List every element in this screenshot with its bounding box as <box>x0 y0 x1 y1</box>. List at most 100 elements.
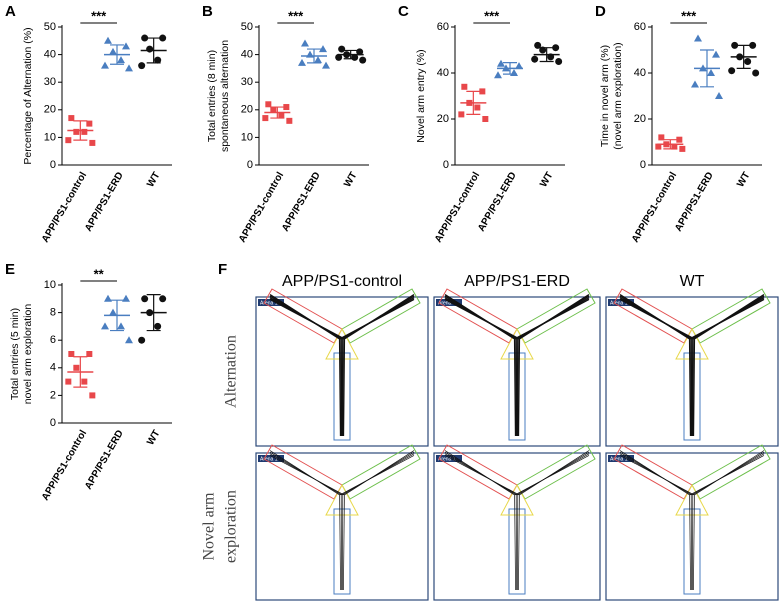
y-axis-label: Percentage of Alternation (%) <box>22 27 34 164</box>
arm-bottom <box>508 508 526 595</box>
data-point <box>68 351 75 357</box>
y-tick-label: 60 <box>634 21 646 33</box>
y-tick-label: 20 <box>437 113 449 125</box>
data-point <box>109 47 117 55</box>
data-point <box>658 134 665 141</box>
significance-label: *** <box>484 8 500 23</box>
row-label: Alternation <box>223 335 240 408</box>
data-point <box>141 295 149 303</box>
arena-tag-text: Arena 1 <box>610 300 628 306</box>
data-point <box>286 117 293 124</box>
data-point <box>159 295 167 303</box>
data-point <box>283 104 290 111</box>
y-axis-label: spontaneous alternation <box>219 40 231 152</box>
track <box>444 451 590 591</box>
data-point <box>262 115 269 122</box>
error-bar <box>466 90 481 115</box>
track <box>444 294 590 437</box>
track <box>619 451 765 591</box>
y-tick-label: 6 <box>50 334 56 346</box>
x-tick-label: APP/PS1-ERD <box>83 170 126 233</box>
arm-bottom <box>333 352 351 441</box>
data-point <box>338 45 346 53</box>
data-point <box>531 55 539 63</box>
track <box>619 294 765 437</box>
track <box>269 451 415 591</box>
error-bar <box>73 356 88 388</box>
x-tick-label: WT <box>145 428 162 447</box>
data-point <box>101 61 109 69</box>
track <box>269 451 415 591</box>
data-point <box>73 364 80 371</box>
arena-tag-text: Arena 1 <box>260 456 278 462</box>
y-tick-label: 2 <box>50 389 56 401</box>
panel-label: B <box>202 3 213 20</box>
x-tick-label: APP/PS1-control <box>433 170 482 245</box>
center-zone <box>675 327 709 360</box>
data-point <box>359 56 367 64</box>
y-axis-label: Total entries (5 min) <box>9 308 21 400</box>
data-point <box>555 58 563 65</box>
error-bar <box>503 62 517 75</box>
arena-tag <box>608 455 634 462</box>
error-bar <box>73 120 88 141</box>
y-tick-label: 60 <box>437 21 449 33</box>
error-bar <box>110 44 124 65</box>
data-point <box>691 80 699 88</box>
y-tick-label: 40 <box>44 49 56 61</box>
track <box>444 450 590 591</box>
x-tick-label: APP/PS1-ERD <box>673 170 716 233</box>
y-tick-label: 0 <box>50 159 56 171</box>
arena-tag-text: Arena 1 <box>438 456 456 462</box>
y-tick-label: 10 <box>241 131 253 143</box>
arm-bottom <box>683 508 701 595</box>
track <box>269 294 415 437</box>
column-header: WT <box>680 273 705 290</box>
error-bar <box>700 49 714 88</box>
track <box>269 450 415 591</box>
error-bar <box>146 37 161 64</box>
data-point <box>534 41 542 49</box>
data-point <box>552 44 560 52</box>
data-point <box>68 115 75 122</box>
y-tick-label: 0 <box>640 159 646 171</box>
data-point <box>122 42 130 50</box>
x-tick-label: WT <box>342 170 359 189</box>
x-tick-label: WT <box>735 170 752 189</box>
center-zone <box>675 483 709 516</box>
data-point <box>482 116 489 122</box>
data-point <box>335 53 343 61</box>
data-point <box>298 58 306 66</box>
y-tick-label: 0 <box>247 159 253 171</box>
error-bar <box>270 106 285 119</box>
arm-bottom <box>333 508 351 595</box>
data-point <box>104 36 112 44</box>
error-bar <box>663 139 678 150</box>
data-point <box>322 61 330 69</box>
data-point <box>461 83 468 90</box>
data-point <box>728 67 736 75</box>
data-point <box>81 128 88 135</box>
data-point <box>125 336 133 344</box>
y-axis-label: (novel arm exploration) <box>612 42 624 149</box>
arena-frame <box>605 452 779 601</box>
x-tick-label: APP/PS1-ERD <box>280 170 323 233</box>
panel-label: F <box>218 261 227 278</box>
track <box>444 450 590 591</box>
data-point <box>81 378 88 385</box>
x-tick-label: APP/PS1-control <box>40 428 89 503</box>
data-point <box>265 101 272 108</box>
track <box>444 451 590 591</box>
y-tick-label: 40 <box>241 49 253 61</box>
data-point <box>138 62 146 70</box>
row-label: Novel arm <box>201 492 218 561</box>
data-point <box>474 104 481 111</box>
y-tick-label: 30 <box>44 76 56 88</box>
x-tick-label: APP/PS1-control <box>237 170 286 245</box>
x-tick-label: APP/PS1-control <box>630 170 679 245</box>
center-zone <box>500 327 534 360</box>
column-header: APP/PS1-ERD <box>464 273 570 290</box>
arena-frame <box>255 452 429 601</box>
x-tick-label: WT <box>538 170 555 189</box>
